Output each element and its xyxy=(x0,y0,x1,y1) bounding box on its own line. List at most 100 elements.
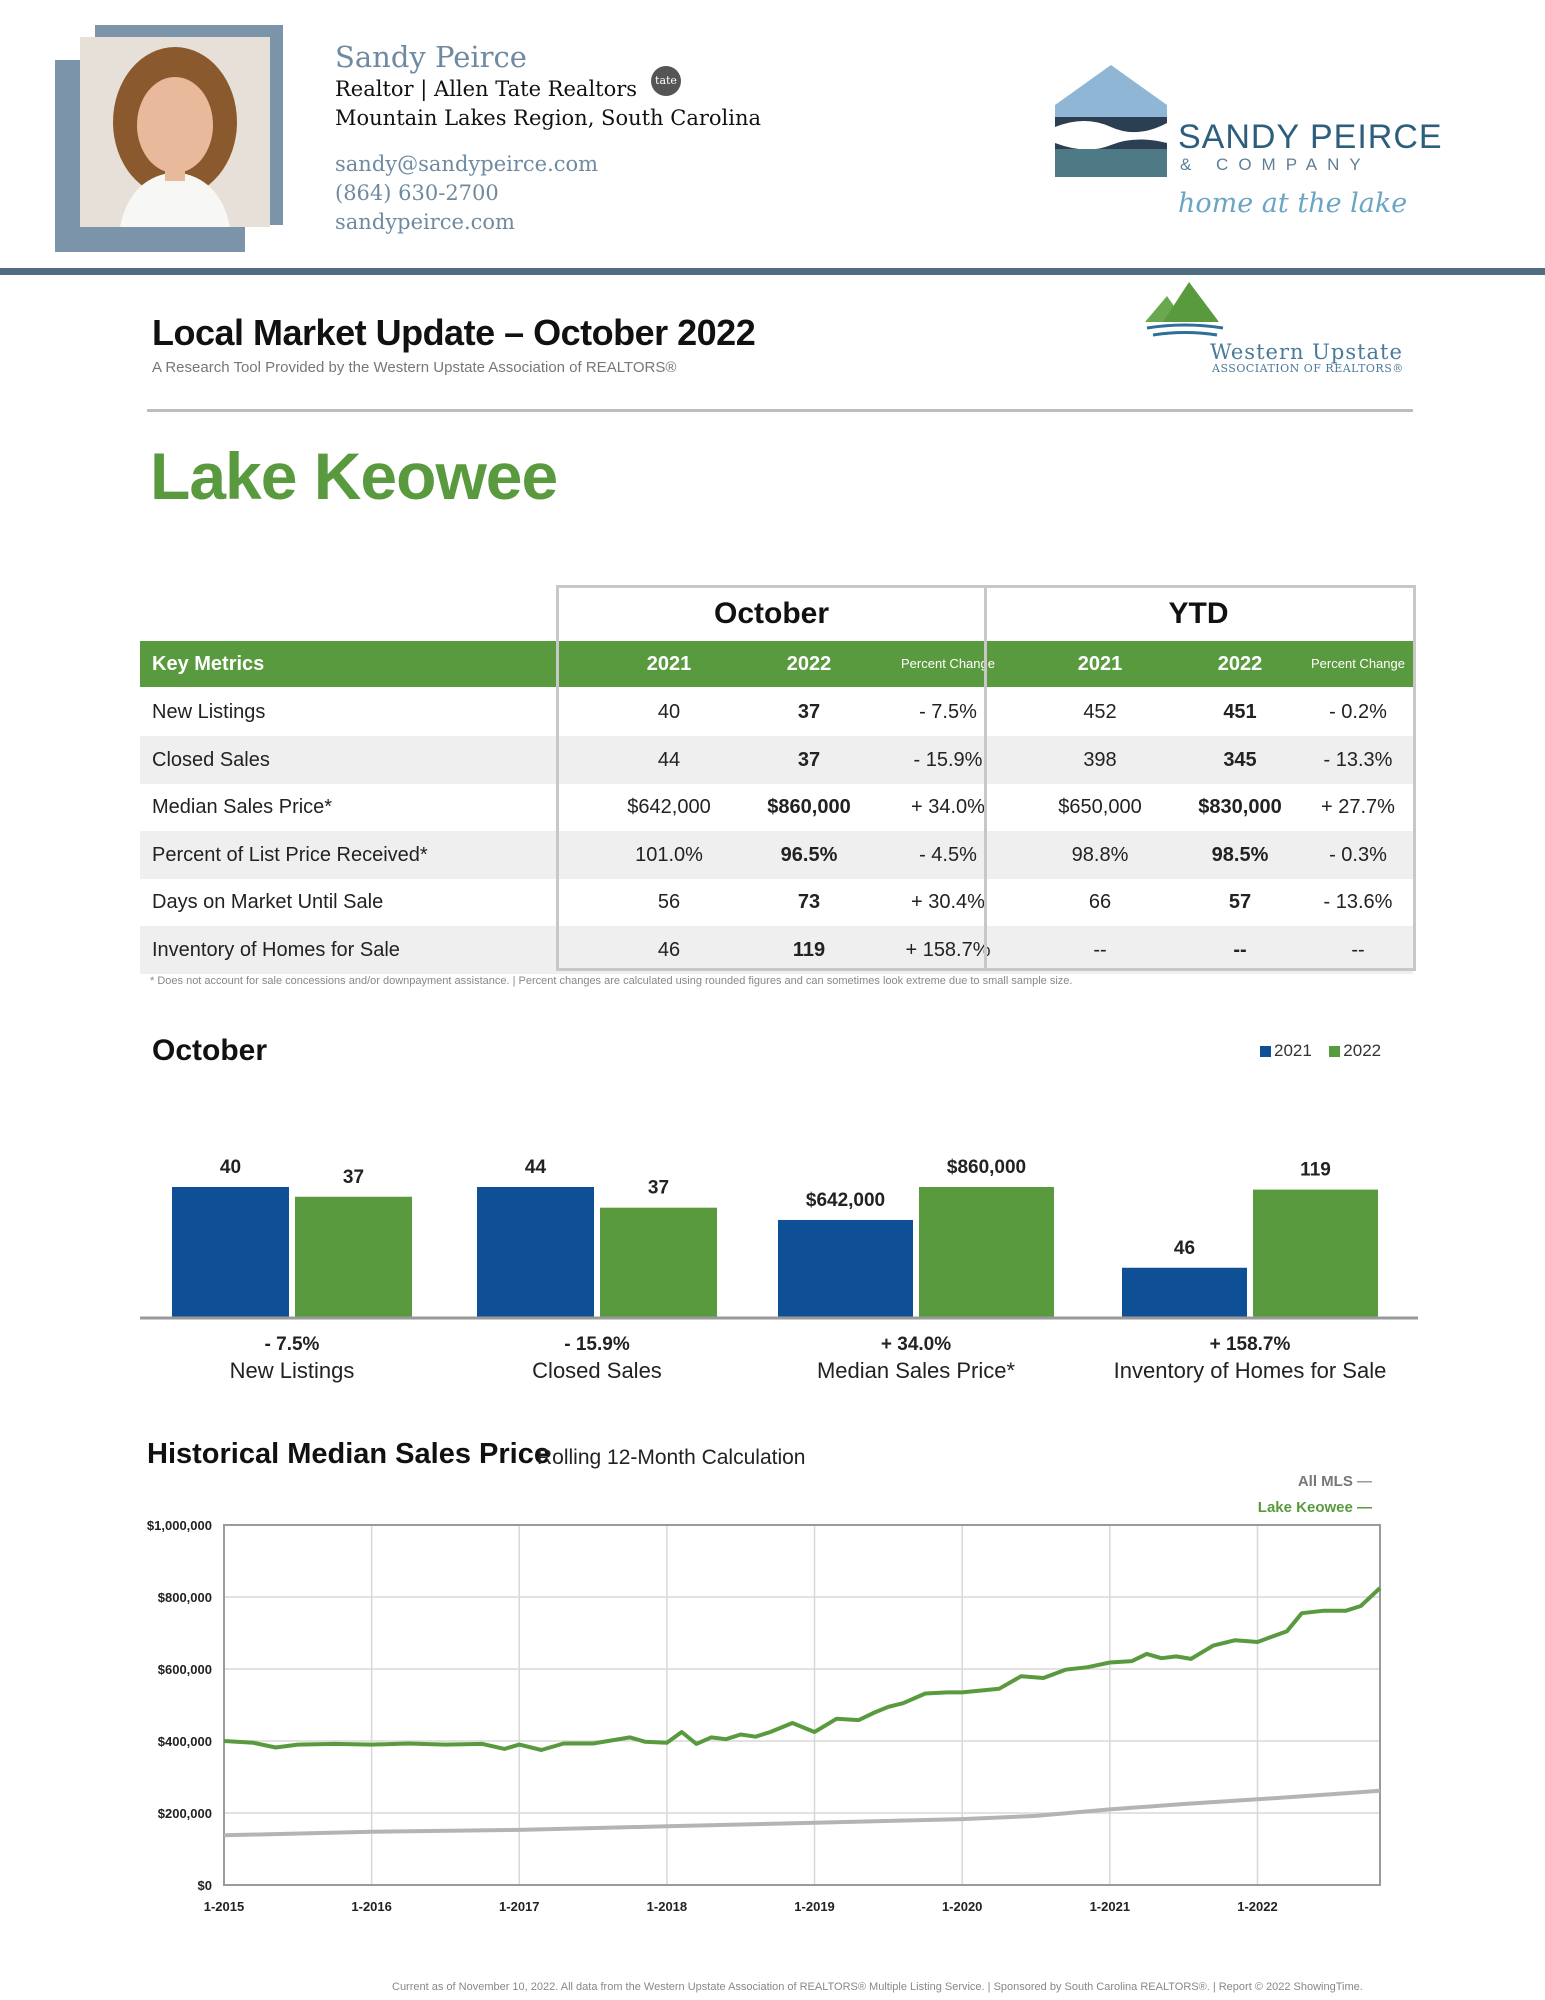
bar-percent-change: + 34.0% xyxy=(881,1334,951,1355)
header-key-metrics: Key Metrics xyxy=(152,653,265,675)
table-divider-metrics xyxy=(556,641,559,971)
agent-region: Mountain Lakes Region, South Carolina xyxy=(335,106,761,130)
table-divider-ytd xyxy=(984,641,987,971)
legend-2022-label: 2022 xyxy=(1343,1041,1382,1060)
oct-2022-value: 73 xyxy=(797,891,821,913)
oct-2021-value: 46 xyxy=(657,938,681,961)
bar-2022 xyxy=(919,1187,1054,1317)
oct-2022-value: $860,000 xyxy=(767,796,851,818)
area-name: Lake Keowee xyxy=(150,439,558,513)
bar-value-2021: 40 xyxy=(220,1157,241,1178)
metric-label: Days on Market Until Sale xyxy=(152,891,384,913)
x-tick-label: 1-2015 xyxy=(204,1899,244,1914)
x-tick-label: 1-2016 xyxy=(351,1899,391,1914)
header-oct-percent-change: Percent Change xyxy=(901,656,995,671)
series-line-lake-keowee xyxy=(223,1586,1382,1752)
bar-value-2022: 119 xyxy=(1300,1160,1331,1181)
table-row: Days on Market Until Sale 56 73 + 30.4% 66 57… xyxy=(140,878,1413,926)
table-footnote: * Does not account for sale concessions … xyxy=(150,975,1073,987)
bar-value-2022: 37 xyxy=(343,1167,364,1188)
ytd-2021-value: 66 xyxy=(1088,891,1112,913)
ytd-2021-value: 452 xyxy=(1083,701,1117,723)
header-oct-2022: 2022 xyxy=(786,653,832,675)
y-tick-label: $0 xyxy=(198,1878,212,1893)
table-row: Median Sales Price* $642,000 $860,000 + 34.… xyxy=(140,783,1413,831)
title-divider xyxy=(147,409,1413,412)
legend-2021-label: 2021 xyxy=(1274,1041,1312,1060)
bar-percent-change: - 15.9% xyxy=(564,1334,630,1355)
legend-all-mls: All MLS — xyxy=(1297,1473,1372,1490)
header-oct-2021: 2021 xyxy=(646,653,692,675)
bar-value-2022: 37 xyxy=(648,1178,669,1199)
agent-website-link[interactable]: sandypeirce.com xyxy=(335,210,515,234)
allen-tate-logo: tate xyxy=(651,66,681,96)
bar-category-label: Median Sales Price* xyxy=(817,1358,1016,1383)
ytd-2022-value: $830,000 xyxy=(1198,796,1282,818)
ytd-2021-value: $650,000 xyxy=(1058,796,1142,818)
legend-all-mls-label: All MLS xyxy=(1297,1473,1353,1490)
agent-name: Sandy Peirce xyxy=(335,40,527,74)
bar-category-label: New Listings xyxy=(230,1358,355,1383)
agent-email-link[interactable]: sandy@sandypeirce.com xyxy=(335,152,599,176)
oct-2022-value: 37 xyxy=(797,748,821,771)
oct-2021-value: 101.0% xyxy=(635,843,703,866)
metric-label: Median Sales Price* xyxy=(152,796,333,818)
bar-category-label: Closed Sales xyxy=(532,1358,662,1383)
line-chart: $0 $200,000 $400,000 $600,000 $800,000 $1,000… xyxy=(147,1518,1382,1914)
header-ytd-2022: 2022 xyxy=(1217,653,1263,675)
bar-category-label: Inventory of Homes for Sale xyxy=(1114,1358,1387,1383)
oct-2022-value: 96.5% xyxy=(780,843,838,866)
bar-2021 xyxy=(477,1187,594,1317)
table-row: Closed Sales 44 37 - 15.9% 398 345 - 13.3% xyxy=(140,735,1413,784)
ytd-2022-value: 345 xyxy=(1223,748,1257,771)
x-tick-label: 1-2019 xyxy=(794,1899,834,1914)
bar-2022 xyxy=(600,1207,717,1317)
ytd-percent-change: - 13.6% xyxy=(1323,891,1393,913)
bar-chart: 40 37 - 7.5% New Listings 44 37 - 15.9% Closed … xyxy=(140,1157,1418,1383)
oct-percent-change: + 30.4% xyxy=(911,891,985,913)
oct-percent-change: - 15.9% xyxy=(913,748,983,771)
table-header-row: Key Metrics 2021 2022 Percent Change 202… xyxy=(140,641,1413,687)
oct-percent-change: - 7.5% xyxy=(919,701,977,723)
brand-name: SANDY PEIRCE xyxy=(1178,118,1443,156)
y-tick-label: $800,000 xyxy=(158,1590,212,1605)
bar-value-2021: 46 xyxy=(1174,1238,1195,1259)
october-group-header: October xyxy=(713,597,830,630)
bar-chart-legend: 2021 2022 xyxy=(1260,1041,1381,1061)
bar-chart-title: October xyxy=(152,1034,268,1067)
ytd-2022-value: -- xyxy=(1233,938,1247,961)
ytd-percent-change: - 13.3% xyxy=(1323,748,1393,771)
ytd-2022-value: 451 xyxy=(1223,701,1257,723)
brand-sub: & COMPANY xyxy=(1180,155,1371,174)
ytd-percent-change: - 0.2% xyxy=(1329,701,1387,723)
metric-label: Closed Sales xyxy=(152,748,270,771)
oct-percent-change: + 34.0% xyxy=(911,796,985,818)
metric-label: Inventory of Homes for Sale xyxy=(152,938,400,961)
y-tick-label: $200,000 xyxy=(158,1806,212,1821)
bar-percent-change: + 158.7% xyxy=(1210,1334,1291,1355)
x-tick-label: 1-2020 xyxy=(942,1899,982,1914)
header-divider xyxy=(0,268,1545,275)
x-tick-label: 1-2021 xyxy=(1090,1899,1130,1914)
brand-house-logo xyxy=(1055,65,1167,177)
oct-percent-change: - 4.5% xyxy=(919,843,977,866)
x-tick-label: 1-2018 xyxy=(647,1899,687,1914)
bar-2022 xyxy=(295,1196,412,1317)
oct-2021-value: 40 xyxy=(657,701,681,723)
page-footer: Current as of November 10, 2022. All dat… xyxy=(392,1981,1363,1993)
oct-2021-value: 44 xyxy=(657,748,681,771)
series-line-all-mls xyxy=(223,1788,1381,1838)
y-tick-label: $600,000 xyxy=(158,1662,212,1677)
line-chart-title: Historical Median Sales Price xyxy=(147,1438,550,1470)
header-ytd-percent-change: Percent Change xyxy=(1311,656,1405,671)
line-chart-subtitle: Rolling 12-Month Calculation xyxy=(537,1446,806,1469)
legend-2022-swatch xyxy=(1329,1046,1341,1058)
agent-title: Realtor | Allen Tate Realtors xyxy=(335,77,638,101)
agent-phone-link[interactable]: (864) 630-2700 xyxy=(335,181,499,205)
header-ytd-2021: 2021 xyxy=(1077,653,1123,675)
ytd-percent-change: + 27.7% xyxy=(1321,796,1395,818)
ytd-2022-value: 57 xyxy=(1228,891,1252,913)
ytd-2021-value: 98.8% xyxy=(1071,843,1129,866)
metric-label: New Listings xyxy=(152,701,266,723)
oct-percent-change: + 158.7% xyxy=(905,938,991,961)
